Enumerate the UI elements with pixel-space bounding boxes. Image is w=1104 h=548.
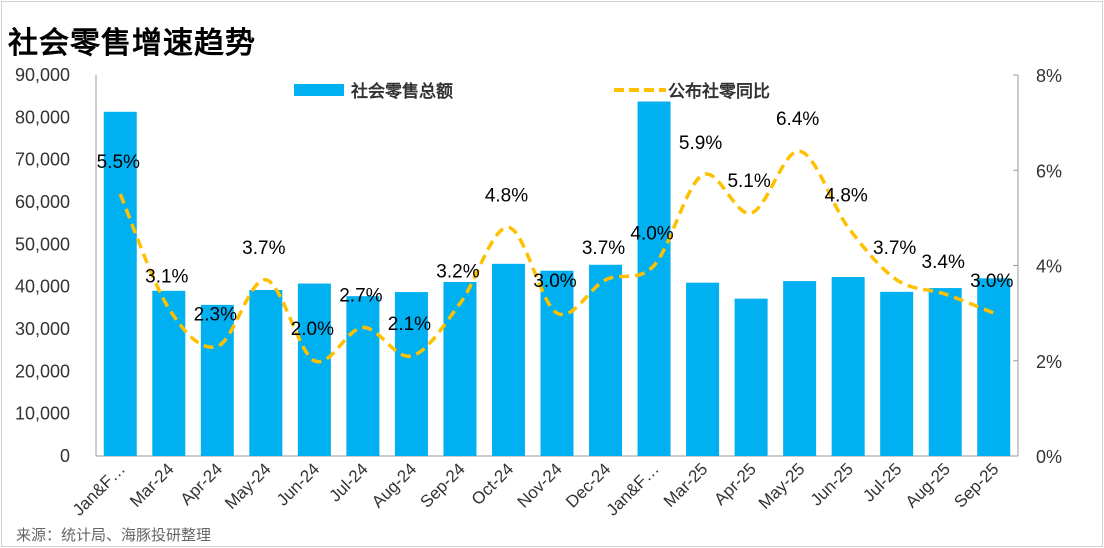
bar xyxy=(880,291,914,456)
x-tick-label: Aug-24 xyxy=(368,459,420,511)
left-tick-label: 50,000 xyxy=(15,234,70,254)
x-tick-label: Sep-24 xyxy=(417,459,469,511)
data-label: 2.3% xyxy=(194,304,237,325)
right-tick-label: 6% xyxy=(1036,161,1062,181)
left-tick-label: 30,000 xyxy=(15,319,70,339)
bar xyxy=(783,281,817,456)
bar xyxy=(831,276,865,456)
data-label: 5.1% xyxy=(727,171,770,192)
left-tick-label: 90,000 xyxy=(15,65,70,85)
x-tick-label: May-24 xyxy=(221,459,275,513)
x-tick-label: Jun-25 xyxy=(807,459,857,509)
source-note: 来源：统计局、海豚投研整理 xyxy=(16,526,212,544)
data-label: 5.5% xyxy=(97,152,140,173)
data-label: 5.9% xyxy=(679,133,722,154)
data-label: 3.2% xyxy=(436,262,479,283)
bar xyxy=(346,296,380,456)
bar xyxy=(443,281,477,456)
bar xyxy=(589,264,623,456)
data-label: 3.0% xyxy=(533,271,576,292)
bar xyxy=(686,282,720,456)
bar xyxy=(491,263,525,456)
x-tick-label: Sep-25 xyxy=(950,459,1002,511)
bar xyxy=(977,278,1011,456)
legend-line-label: 公布社零同比 xyxy=(668,81,770,102)
x-tick-label: Jun-24 xyxy=(273,459,323,509)
bar xyxy=(152,290,186,456)
x-tick-label: Jan&F… xyxy=(603,459,663,519)
data-label: 4.0% xyxy=(630,224,673,245)
legend-bar-label: 社会零售总额 xyxy=(350,81,453,102)
data-label: 4.8% xyxy=(485,185,528,206)
bar xyxy=(928,288,962,456)
right-tick-label: 8% xyxy=(1036,66,1062,86)
data-label: 4.8% xyxy=(825,185,868,206)
data-label: 2.1% xyxy=(388,314,431,335)
left-tick-label: 10,000 xyxy=(15,404,70,424)
left-tick-label: 60,000 xyxy=(15,192,70,212)
data-label: 3.7% xyxy=(582,238,625,259)
right-tick-label: 0% xyxy=(1036,447,1062,467)
right-tick-label: 2% xyxy=(1036,352,1062,372)
x-tick-label: Oct-24 xyxy=(468,459,518,509)
x-tick-label: Jan&F… xyxy=(69,459,129,519)
data-label: 6.4% xyxy=(776,109,819,130)
x-tick-label: Aug-25 xyxy=(902,459,954,511)
x-tick-label: Mar-25 xyxy=(660,459,712,511)
x-tick-label: Jul-25 xyxy=(859,459,905,505)
bar xyxy=(394,292,428,456)
bar xyxy=(200,304,234,456)
bar xyxy=(297,283,331,456)
data-label: 2.0% xyxy=(291,319,334,340)
data-label: 3.4% xyxy=(922,252,965,273)
data-label: 3.7% xyxy=(242,238,285,259)
legend-bar-swatch xyxy=(294,84,344,96)
x-tick-label: Jul-24 xyxy=(326,459,372,505)
x-tick-label: Nov-24 xyxy=(514,459,566,511)
left-tick-label: 0 xyxy=(60,446,70,466)
x-tick-label: Apr-24 xyxy=(177,459,227,509)
bar xyxy=(249,290,283,456)
left-tick-label: 20,000 xyxy=(15,361,70,381)
data-label: 3.7% xyxy=(873,238,916,259)
chart-title: 社会零售增速趋势 xyxy=(8,26,256,61)
right-tick-label: 4% xyxy=(1036,257,1062,277)
x-tick-label: Mar-24 xyxy=(126,459,178,511)
data-label: 2.7% xyxy=(339,285,382,306)
data-label: 3.1% xyxy=(145,266,188,287)
bar xyxy=(103,111,137,457)
x-tick-label: Apr-25 xyxy=(710,459,760,509)
bar xyxy=(637,101,671,457)
left-tick-label: 70,000 xyxy=(15,150,70,170)
bar xyxy=(734,298,768,456)
left-tick-label: 80,000 xyxy=(15,107,70,127)
x-tick-label: May-25 xyxy=(755,459,809,513)
data-label: 3.0% xyxy=(970,271,1013,292)
left-tick-label: 40,000 xyxy=(15,277,70,297)
